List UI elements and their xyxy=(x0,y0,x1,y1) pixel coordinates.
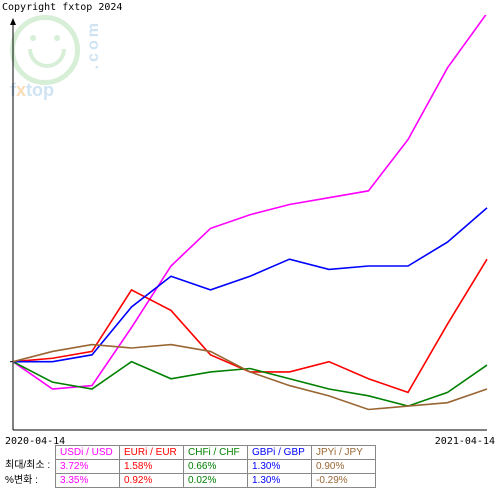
legend-header: JPYi / JPY xyxy=(312,446,376,460)
legend-cell: 3.35% xyxy=(56,474,120,488)
line-chart xyxy=(5,15,495,435)
legend-header: CHFi / CHF xyxy=(184,446,248,460)
legend-cell: 1.30% xyxy=(248,460,312,474)
legend-header: EURi / EUR xyxy=(120,446,184,460)
legend-header: GBPi / GBP xyxy=(248,446,312,460)
legend-cell: -0.29% xyxy=(312,474,376,488)
series-line xyxy=(13,345,487,410)
legend-cell: 3.72% xyxy=(56,460,120,474)
legend-header: USDi / USD xyxy=(56,446,120,460)
legend-cell: 1.30% xyxy=(248,474,312,488)
legend-cell: 0.90% xyxy=(312,460,376,474)
series-line xyxy=(13,15,487,389)
table-row-labels: 최대/최소 : %변화 : xyxy=(5,442,50,488)
series-line xyxy=(13,362,487,406)
legend-cell: 0.66% xyxy=(184,460,248,474)
series-line xyxy=(13,208,487,362)
legend-cell: 0.92% xyxy=(120,474,184,488)
legend-cell: 0.02% xyxy=(184,474,248,488)
x-axis-end: 2021-04-14 xyxy=(435,436,495,447)
legend-table: USDi / USDEURi / EURCHFi / CHFGBPi / GBP… xyxy=(55,445,376,488)
copyright-text: Copyright fxtop 2024 xyxy=(2,2,122,13)
legend-cell: 1.58% xyxy=(120,460,184,474)
